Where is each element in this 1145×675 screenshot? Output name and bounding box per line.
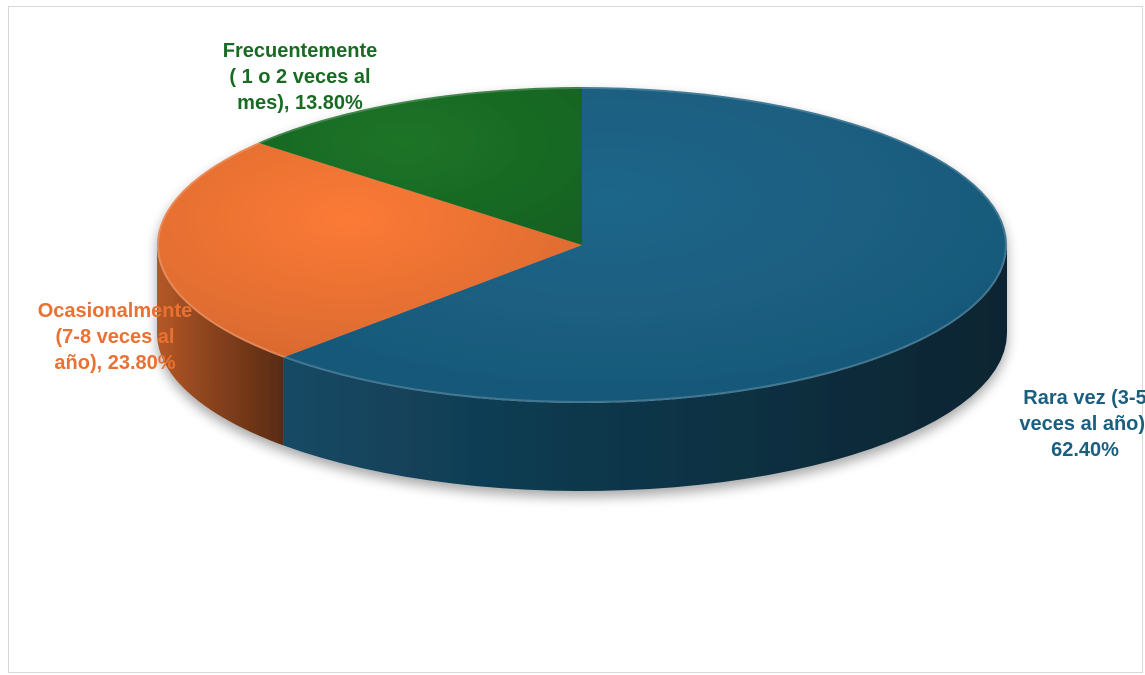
slice-label-line: Ocasionalmente — [37, 300, 193, 322]
pie-slice — [257, 87, 582, 245]
slice-label-line: 62.40% — [1051, 439, 1119, 461]
slice-label-rara-vez: Rara vez (3-5 veces al año), 62.40% — [985, 385, 1145, 463]
pie-rim-highlight — [157, 87, 1007, 403]
pie-slice — [283, 87, 1007, 403]
slice-label-line: año), 23.80% — [54, 352, 176, 374]
pie-slice — [157, 142, 582, 358]
slice-label-frecuentemente: Frecuentemente ( 1 o 2 veces al mes), 13… — [180, 38, 420, 116]
slice-label-line: veces al año), — [1019, 413, 1145, 435]
slice-label-line: Rara vez (3-5 — [1023, 387, 1145, 409]
slice-label-line: mes), 13.80% — [237, 92, 363, 114]
slice-label-line: Frecuentemente — [222, 40, 378, 62]
slice-label-ocasionalmente: Ocasionalmente (7-8 veces al año), 23.80… — [0, 298, 230, 376]
slice-label-line: (7-8 veces al — [55, 326, 175, 348]
pie-slice-side — [157, 245, 284, 446]
slice-label-line: ( 1 o 2 veces al — [229, 66, 371, 88]
pie-slice-side — [283, 245, 1007, 491]
